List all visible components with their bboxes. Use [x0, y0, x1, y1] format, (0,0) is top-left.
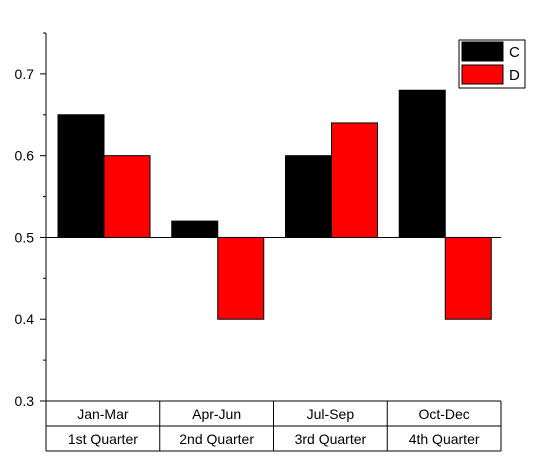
bar-d-1: [103, 155, 151, 238]
bar-d-3: [331, 122, 378, 238]
legend-swatch-c: [461, 41, 504, 62]
y-tick-label: 0.6: [15, 148, 35, 164]
bar-c-3: [285, 155, 332, 238]
bar-d-2: [217, 236, 265, 320]
category-group-label: 3rd Quarter: [295, 431, 367, 447]
bar-c-4: [398, 89, 446, 238]
y-tick-label: 0.5: [15, 229, 35, 245]
y-tick-label: 0.3: [15, 393, 35, 409]
category-label: Apr-Jun: [192, 406, 241, 422]
legend-label-d: D: [509, 67, 520, 84]
category-group-label: 2nd Quarter: [179, 431, 254, 447]
y-axis-ticks: 0.3 0.4 0.5 0.6 0.7: [15, 32, 46, 409]
legend: CD: [458, 39, 526, 89]
category-label-table: Jan-Mar 1st Quarter Apr-Jun 2nd Quarter Jul-…: [46, 400, 502, 452]
legend-label-c: C: [509, 44, 520, 61]
bar-c-2: [171, 220, 219, 238]
category-group-label: 4th Quarter: [409, 431, 480, 447]
bars-layer: [57, 89, 492, 320]
y-tick-label: 0.4: [15, 311, 35, 327]
bar-c-1: [57, 114, 105, 238]
category-label: Jan-Mar: [77, 406, 129, 422]
category-label: Oct-Dec: [418, 406, 469, 422]
bar-d-4: [444, 236, 492, 320]
legend-swatch-d: [461, 64, 504, 85]
category-group-label: 1st Quarter: [68, 431, 138, 447]
category-label: Jul-Sep: [307, 406, 355, 422]
y-tick-label: 0.7: [15, 66, 35, 82]
